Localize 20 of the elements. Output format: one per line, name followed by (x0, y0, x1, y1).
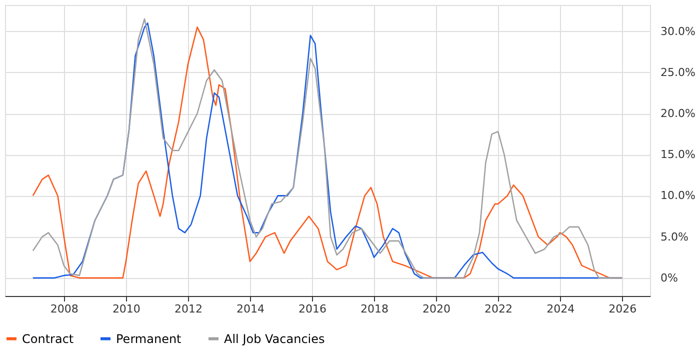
x-tick-label: 2016 (298, 302, 326, 316)
x-tick-label: 2018 (360, 302, 389, 316)
x-tick-label: 2020 (422, 302, 451, 316)
x-tick-label: 2022 (484, 302, 513, 316)
y-tick-label: 25.0% (660, 66, 696, 79)
x-tick-label: 2010 (112, 302, 140, 316)
legend-label: All Job Vacancies (224, 332, 325, 346)
x-tick-label: 2012 (174, 302, 202, 316)
y-tick-label: 20.0% (660, 107, 696, 120)
legend-label: Contract (22, 332, 74, 346)
y-tick-label: 10.0% (660, 189, 696, 202)
x-tick-label: 2024 (546, 302, 575, 316)
x-tick-label: 2026 (608, 302, 637, 316)
y-tick-label: 0% (660, 271, 678, 284)
legend-label: Permanent (116, 332, 182, 346)
y-tick-label: 15.0% (660, 148, 696, 162)
y-tick-label: 30.0% (660, 24, 696, 38)
x-tick-label: 2014 (236, 302, 264, 316)
y-tick-label: 5.0% (660, 230, 688, 244)
x-tick-label: 2008 (50, 302, 78, 316)
